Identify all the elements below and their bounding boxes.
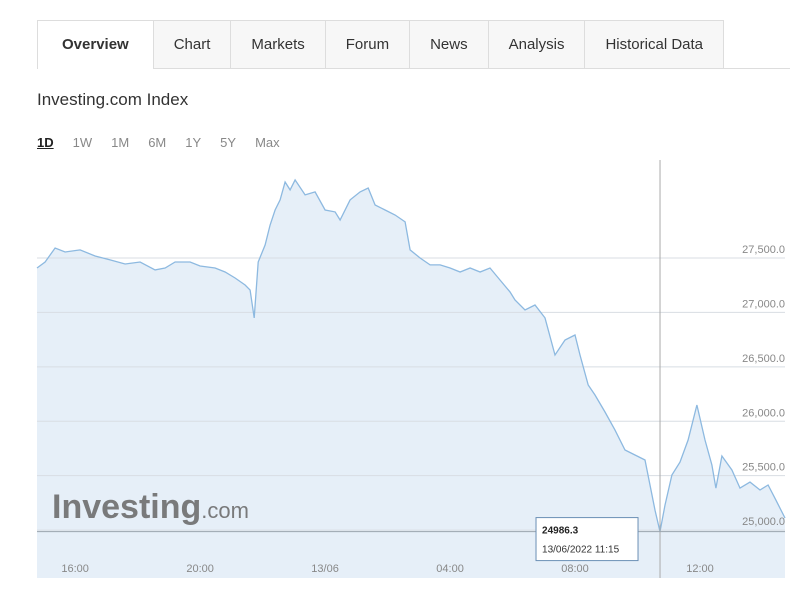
range-button[interactable]: 6M bbox=[148, 135, 167, 150]
y-tick-label: 27,000.0 bbox=[742, 298, 785, 310]
tab[interactable]: Forum bbox=[324, 20, 411, 68]
tooltip-date: 13/06/2022 11:15 bbox=[542, 545, 620, 556]
range-button[interactable]: Max bbox=[255, 135, 280, 150]
range-button[interactable]: 5Y bbox=[220, 135, 237, 150]
x-tick-label: 16:00 bbox=[61, 563, 89, 575]
tab[interactable]: Chart bbox=[152, 20, 232, 68]
tooltip-box bbox=[535, 517, 639, 562]
y-tick-label: 27,500.0 bbox=[742, 244, 785, 256]
x-tick-label: 04:00 bbox=[436, 563, 464, 575]
y-tick-label: 26,000.0 bbox=[742, 407, 785, 419]
x-tick-label: 12:00 bbox=[686, 563, 714, 575]
tab[interactable]: News bbox=[409, 20, 489, 68]
range-button[interactable]: 1M bbox=[111, 135, 130, 150]
range-selector: 1D 1W 1M 6M 1Y 5Y Max bbox=[37, 135, 299, 150]
x-tick-label: 13/06 bbox=[311, 563, 339, 575]
range-button[interactable]: 1Y bbox=[185, 135, 202, 150]
x-tick-label: 20:00 bbox=[186, 563, 214, 575]
area bbox=[37, 179, 785, 578]
x-tick-label: 08:00 bbox=[561, 563, 589, 575]
watermark-brand: Investing bbox=[52, 488, 201, 526]
tooltip-value: 24986.3 bbox=[542, 526, 579, 537]
tab[interactable]: Markets bbox=[230, 20, 326, 68]
y-tick-label: 26,500.0 bbox=[742, 353, 785, 365]
range-button[interactable]: 1W bbox=[72, 135, 93, 150]
page-title: Investing.com Index bbox=[37, 90, 189, 109]
tab[interactable]: Analysis bbox=[487, 20, 586, 68]
watermark: Investing.com bbox=[52, 488, 249, 526]
tab[interactable]: Historical Data bbox=[584, 20, 724, 68]
y-tick-label: 25,500.0 bbox=[742, 462, 785, 474]
line bbox=[36, 178, 786, 532]
range-button[interactable]: 1D bbox=[37, 135, 54, 150]
tab[interactable]: Overview bbox=[37, 20, 154, 69]
watermark-suffix: .com bbox=[201, 498, 249, 523]
y-tick-label: 25,000.0 bbox=[742, 516, 785, 528]
tab-bar: Overview Chart Markets Forum News Analysis His… bbox=[37, 20, 790, 69]
